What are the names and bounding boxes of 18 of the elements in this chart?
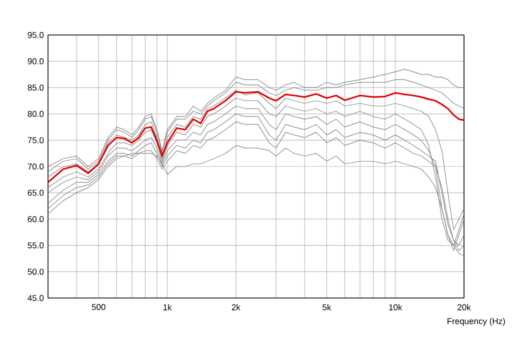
x-tick-label: 1k — [163, 304, 172, 310]
y-tick-label: 55.0 — [28, 242, 44, 248]
x-tick-label: 500 — [92, 304, 106, 310]
y-tick-label: 95.0 — [28, 32, 44, 38]
x-axis-title: Frequency (Hz) — [448, 318, 505, 326]
x-tick-label: 10k — [389, 304, 402, 310]
x-tick-label: 2k — [232, 304, 240, 310]
y-tick-label: 60.0 — [28, 216, 44, 222]
y-tick-label: 80.0 — [28, 110, 44, 117]
y-tick-label: 85.0 — [28, 84, 44, 91]
x-tick-label: 5k — [322, 304, 332, 310]
y-tick-label: 70.0 — [28, 163, 44, 170]
x-tick-label: 20k — [458, 304, 471, 310]
y-tick-label: 50.0 — [28, 268, 44, 275]
y-tick-label: 65.0 — [28, 190, 44, 196]
y-tick-label: 45.0 — [28, 294, 44, 302]
y-tick-label: 75.0 — [28, 137, 44, 144]
y-tick-label: 90.0 — [28, 58, 44, 64]
